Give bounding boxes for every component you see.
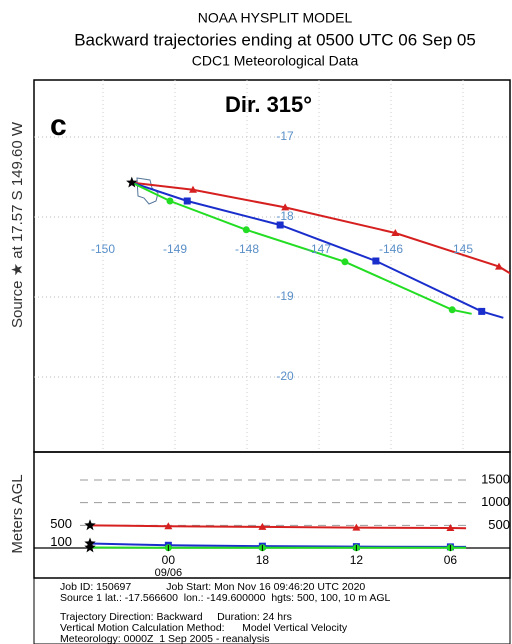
marker	[446, 524, 455, 532]
height-line	[89, 542, 467, 548]
marker	[164, 522, 173, 530]
marker	[281, 203, 290, 211]
source-height-label: 500	[50, 516, 72, 531]
marker	[478, 307, 486, 315]
lat-label: -19	[276, 289, 294, 303]
source-height-label: 100	[50, 534, 72, 549]
lon-label: -149	[163, 242, 187, 256]
marker	[189, 185, 197, 193]
lon-label: -150	[91, 242, 115, 256]
marker	[495, 262, 503, 270]
time-tick-label: 12	[350, 553, 364, 567]
source-label: Source ★ at 17.57 S 149.60 W	[9, 121, 26, 328]
height-tick-label: 1000	[481, 494, 510, 509]
marker	[391, 229, 400, 236]
height-tick-label: 1500	[481, 471, 510, 486]
marker	[166, 197, 174, 205]
footer-frame	[33, 577, 511, 644]
marker	[341, 258, 349, 266]
label-layer: -17 -18 -19 -20 -150 -149 -148 -147 -146 145 1500 1…	[50, 129, 510, 579]
footer: Job ID: 150697 Job Start: Mon Nov 16 09:…	[60, 581, 391, 644]
source-star	[84, 541, 96, 553]
trajectory-line	[131, 181, 510, 275]
source-star	[84, 519, 96, 531]
subtitle: Backward trajectories ending at 0500 UTC…	[74, 30, 476, 49]
map-layer	[34, 80, 510, 452]
time-tick-label: 06	[444, 553, 458, 567]
lat-label: -20	[276, 369, 294, 383]
time-tick-label: 00	[162, 553, 176, 567]
lon-label: 145	[453, 242, 473, 256]
footer-line: Vertical Motion Calculation Method: Mode…	[60, 622, 348, 634]
height-line	[89, 524, 467, 530]
marker	[276, 221, 284, 229]
footer-line: Trajectory Direction: Backward Duration:…	[60, 611, 292, 623]
marker	[372, 257, 380, 265]
lon-label: -148	[235, 242, 259, 256]
footer-line: Job ID: 150697 Job Start: Mon Nov 16 09:…	[60, 581, 365, 593]
marker	[448, 306, 456, 314]
lon-label: -147	[307, 242, 331, 256]
trajectory-line	[131, 181, 504, 319]
map-frame	[33, 79, 511, 453]
height-tick-label: 500	[488, 517, 510, 532]
lat-label: -17	[276, 129, 294, 143]
data-source: CDC1 Meteorological Data	[192, 53, 359, 69]
title: NOAA HYSPLIT MODEL	[198, 10, 353, 26]
marker	[352, 523, 361, 531]
time-tick-label: 18	[256, 553, 270, 567]
lon-label: -146	[379, 242, 403, 256]
lat-label: -18	[276, 209, 294, 223]
panel-label: c	[50, 109, 67, 142]
source-star	[126, 176, 138, 188]
date-label: 09/06	[155, 567, 183, 579]
vertical-layer	[34, 479, 510, 552]
vertical-frame	[33, 451, 511, 579]
marker	[258, 522, 267, 530]
marker	[183, 197, 191, 205]
footer-line: Source 1 lat.: -17.566600 lon.: -149.600…	[60, 592, 391, 604]
vertical-axis-title: Meters AGL	[9, 474, 26, 553]
marker	[242, 226, 250, 234]
direction-label: Dir. 315°	[225, 92, 312, 117]
island-outline	[136, 177, 159, 205]
footer-line: Meteorology: 0000Z 1 Sep 2005 - reanalys…	[60, 633, 270, 644]
